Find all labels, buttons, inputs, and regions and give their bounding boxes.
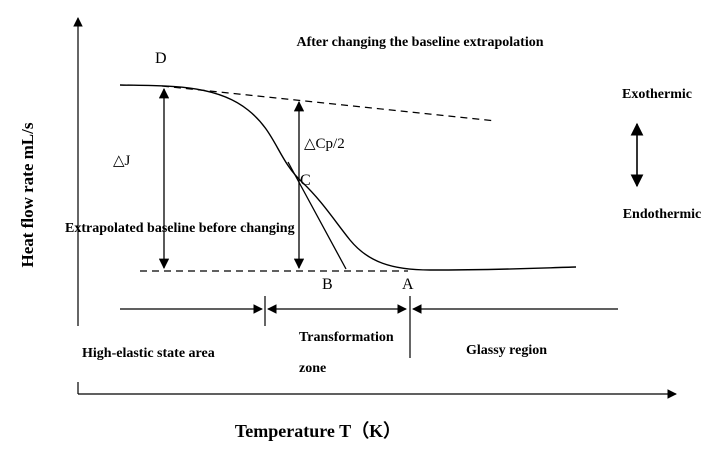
y-axis-label: Heat flow rate mL/s bbox=[18, 122, 37, 267]
heat-flow-curve bbox=[119, 84, 577, 271]
transformation-label-line2: zone bbox=[299, 361, 326, 376]
delta-j-label: △J bbox=[113, 153, 131, 169]
point-b-label: B bbox=[322, 276, 333, 293]
endothermic-label: Endothermic bbox=[623, 207, 702, 222]
point-c-label: C bbox=[300, 172, 311, 189]
point-d-label: D bbox=[155, 50, 167, 67]
glassy-region-label: Glassy region bbox=[466, 343, 547, 358]
before-change-note: Extrapolated baseline before changing bbox=[65, 221, 295, 236]
point-a-label: A bbox=[402, 276, 414, 293]
transformation-label-line1: Transformation bbox=[299, 330, 394, 345]
delta-cp-label: △Cp/2 bbox=[304, 136, 345, 152]
top-note: After changing the baseline extrapolatio… bbox=[296, 35, 543, 50]
x-axis-label: Temperature T（K） bbox=[235, 421, 401, 441]
upper-extrapolated-baseline bbox=[161, 85, 497, 122]
inflection-tangent bbox=[287, 161, 347, 270]
high-elastic-label: High-elastic state area bbox=[82, 346, 215, 361]
exothermic-label: Exothermic bbox=[622, 87, 692, 102]
